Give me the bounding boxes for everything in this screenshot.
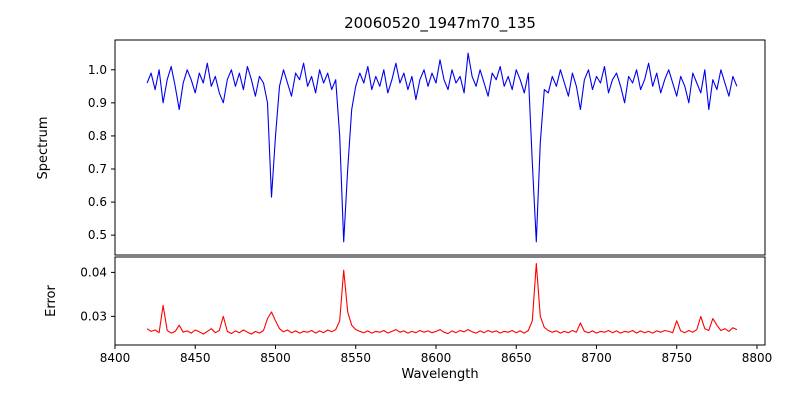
x-tick-label: 8650 (501, 351, 532, 365)
x-tick-label: 8800 (742, 351, 773, 365)
y-tick-label: 0.9 (88, 96, 107, 110)
x-tick-label: 8600 (421, 351, 452, 365)
x-tick-label: 8450 (180, 351, 211, 365)
plot-title: 20060520_1947m70_135 (344, 14, 536, 33)
y-tick-label: 0.8 (88, 129, 107, 143)
y-tick-label: 0.5 (88, 228, 107, 242)
spectrum-line (146, 52, 738, 243)
y-tick-label: 1.0 (88, 63, 107, 77)
error-frame (114, 256, 766, 346)
y-tick-label: 0.7 (88, 162, 107, 176)
x-tick-label: 8700 (581, 351, 612, 365)
x-axis-label: Wavelength (401, 367, 478, 382)
error-line (146, 263, 738, 335)
x-tick-label: 8750 (661, 351, 692, 365)
error-y-axis-label: Error (44, 285, 59, 317)
x-tick-label: 8400 (100, 351, 131, 365)
x-tick-label: 8550 (340, 351, 371, 365)
y-tick-label: 0.6 (88, 195, 107, 209)
plot-area: 0.5 0.6 0.7 0.8 0.9 1.0 0.03 0.04 8400 8450 8500 85… (80, 39, 773, 365)
spectrum-y-axis-label: Spectrum (36, 117, 51, 180)
x-tick-label: 8500 (260, 351, 291, 365)
spectrum-frame (114, 39, 766, 256)
y-tick-label: 0.03 (80, 309, 107, 323)
y-tick-label: 0.04 (80, 265, 107, 279)
